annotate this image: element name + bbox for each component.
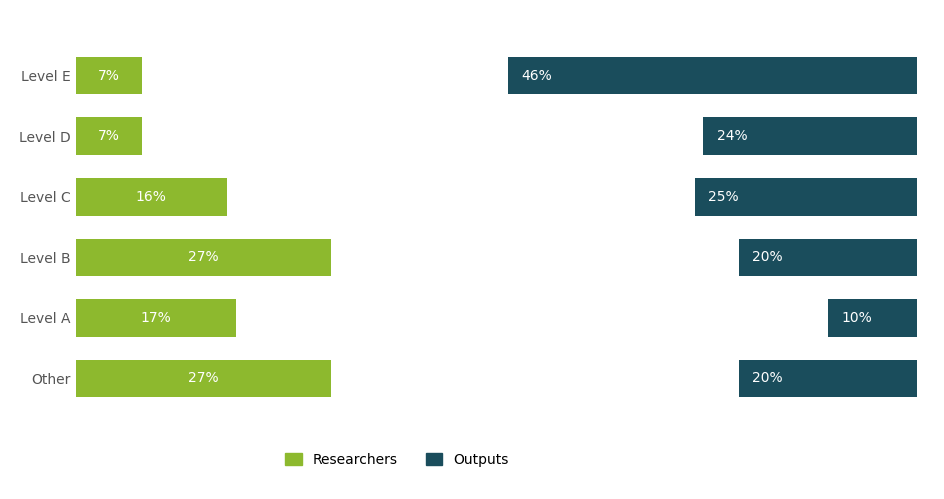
- Legend: Researchers, Outputs: Researchers, Outputs: [279, 447, 514, 472]
- Bar: [508, 57, 916, 94]
- Text: 25%: 25%: [707, 190, 738, 204]
- Bar: [76, 299, 236, 337]
- Text: 7%: 7%: [97, 69, 120, 83]
- Bar: [738, 239, 916, 276]
- Text: 27%: 27%: [188, 371, 218, 385]
- Text: 20%: 20%: [751, 250, 783, 264]
- Bar: [827, 299, 916, 337]
- Bar: [76, 178, 227, 216]
- Text: 20%: 20%: [751, 371, 783, 385]
- Bar: [694, 178, 916, 216]
- Bar: [76, 239, 330, 276]
- Text: 7%: 7%: [97, 129, 120, 143]
- Bar: [702, 117, 916, 155]
- Text: 24%: 24%: [716, 129, 747, 143]
- Text: 46%: 46%: [521, 69, 551, 83]
- Bar: [738, 360, 916, 397]
- Text: 16%: 16%: [136, 190, 166, 204]
- Bar: [76, 117, 142, 155]
- Text: 17%: 17%: [141, 311, 171, 325]
- Text: 27%: 27%: [188, 250, 218, 264]
- Bar: [76, 57, 142, 94]
- Text: 10%: 10%: [840, 311, 871, 325]
- Bar: [76, 360, 330, 397]
